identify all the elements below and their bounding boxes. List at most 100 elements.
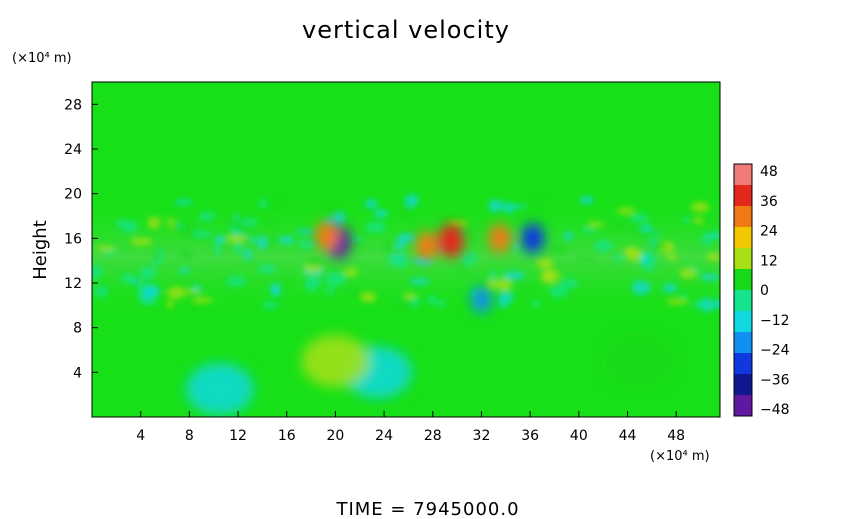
texture-cell xyxy=(305,259,326,266)
texture-cell xyxy=(269,283,281,294)
texture-cell xyxy=(236,222,249,235)
x-tick-label: 12 xyxy=(229,428,247,444)
texture-cell xyxy=(361,292,376,303)
texture-cell xyxy=(178,267,190,273)
texture-cell xyxy=(214,235,226,244)
texture-cell xyxy=(434,299,447,306)
colorbar-segment xyxy=(734,311,752,333)
colorbar-tick-label: −36 xyxy=(760,372,790,388)
texture-cell xyxy=(532,300,541,308)
colorbar-segment xyxy=(734,185,752,207)
texture-cell xyxy=(165,225,187,232)
field-feature xyxy=(185,363,254,416)
texture-cell xyxy=(243,260,256,265)
colorbar-segment xyxy=(734,395,752,417)
colorbar-segment xyxy=(734,374,752,396)
texture-cell xyxy=(586,221,604,227)
texture-cell xyxy=(394,296,412,308)
texture-cell xyxy=(365,221,386,233)
colorbar-segment xyxy=(734,353,752,375)
texture-cell xyxy=(580,227,596,233)
texture-cell xyxy=(350,236,364,243)
texture-cell xyxy=(153,253,161,262)
texture-cell xyxy=(267,236,281,244)
colorbar-segment xyxy=(734,290,752,312)
texture-cell xyxy=(228,216,238,229)
texture-cell xyxy=(494,278,512,292)
texture-cell xyxy=(693,217,704,225)
texture-cell xyxy=(325,272,347,286)
texture-cell xyxy=(122,220,138,234)
x-tick-label: 44 xyxy=(619,428,637,444)
y-axis: 4 8 12 16 20 24 28 xyxy=(64,97,98,381)
y-tick-label: 24 xyxy=(64,142,82,158)
texture-cell xyxy=(714,299,720,309)
texture-cell xyxy=(616,207,636,215)
time-label: TIME = 7945000.0 xyxy=(335,499,519,519)
texture-cell xyxy=(94,285,109,298)
texture-cell xyxy=(138,295,150,301)
texture-cell xyxy=(176,222,183,229)
texture-cell xyxy=(301,291,310,297)
plot-frame xyxy=(91,81,721,418)
texture-cell xyxy=(129,279,144,284)
texture-cell xyxy=(631,280,651,295)
texture-cell xyxy=(550,245,567,254)
colorbar-segment xyxy=(734,332,752,354)
texture-cell xyxy=(576,257,595,263)
y-tick-label: 4 xyxy=(73,365,82,381)
texture-cell xyxy=(166,286,186,299)
texture-cell xyxy=(486,278,496,292)
texture-cell xyxy=(648,242,668,251)
field-feature xyxy=(471,286,492,313)
texture-cell xyxy=(698,297,715,312)
texture-cell xyxy=(198,211,216,221)
colorbar-tick-label: −24 xyxy=(760,343,790,359)
x-tick-label: 4 xyxy=(136,428,145,444)
texture-cell xyxy=(613,254,624,261)
texture-cell xyxy=(531,199,543,207)
texture-cell xyxy=(706,252,720,262)
texture-cell xyxy=(594,240,614,252)
texture-cell xyxy=(116,219,127,229)
x-axis: 4 8 12 16 20 24 28 32 36 40 44 48 xyxy=(136,411,685,444)
field-feature xyxy=(315,221,339,252)
texture-cell xyxy=(102,250,118,255)
texture-cell xyxy=(508,204,527,209)
field-features xyxy=(185,221,674,416)
x-tick-label: 40 xyxy=(570,428,588,444)
colorbar-segment xyxy=(734,227,752,249)
texture-cell xyxy=(640,253,648,267)
x-tick-label: 32 xyxy=(473,428,491,444)
texture-cell xyxy=(267,217,275,227)
texture-cell xyxy=(503,271,525,280)
texture-cell xyxy=(636,229,658,237)
texture-cell xyxy=(303,263,323,274)
texture-cell xyxy=(258,199,268,208)
texture-cell xyxy=(184,289,201,294)
texture-cell xyxy=(658,290,676,296)
texture-cell xyxy=(405,193,419,208)
chart-title: vertical velocity xyxy=(302,16,510,44)
texture-cell xyxy=(680,293,688,299)
texture-cell xyxy=(666,298,688,305)
texture-cell xyxy=(504,201,514,214)
texture-cell xyxy=(120,273,135,283)
y-tick-label: 20 xyxy=(64,187,82,203)
texture-cell xyxy=(130,237,152,246)
texture-cell xyxy=(165,219,176,224)
texture-cell xyxy=(461,252,477,266)
texture-cell xyxy=(388,256,410,268)
colorbar-tick-label: 48 xyxy=(760,164,778,180)
texture-cell xyxy=(192,230,212,238)
texture-cell xyxy=(579,195,594,205)
texture-cell xyxy=(151,260,164,265)
texture-cell xyxy=(324,205,345,214)
texture-cell xyxy=(139,266,156,280)
texture-cell xyxy=(295,229,316,234)
texture-cell xyxy=(518,286,533,300)
texture-cell xyxy=(324,286,335,293)
texture-cell xyxy=(173,199,194,205)
texture-cell xyxy=(225,234,247,243)
texture-cell xyxy=(304,278,320,292)
